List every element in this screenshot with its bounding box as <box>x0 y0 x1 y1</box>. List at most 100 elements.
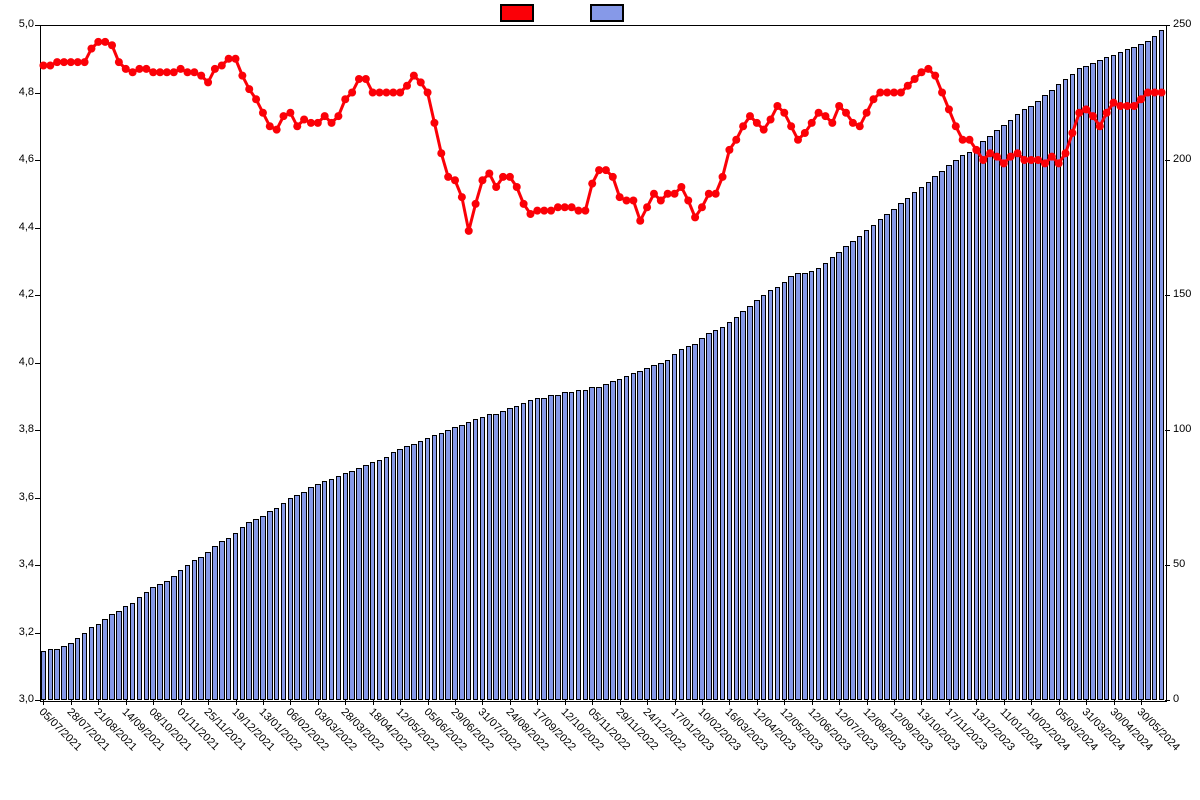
bar <box>487 414 492 700</box>
bar <box>116 611 121 700</box>
y-right-tick-label: 150 <box>1173 288 1200 300</box>
bar <box>1145 41 1150 700</box>
bar <box>589 387 594 700</box>
bar <box>699 338 704 700</box>
bar <box>672 354 677 700</box>
bar <box>1049 90 1054 700</box>
bar <box>720 327 725 700</box>
bar <box>1152 36 1157 700</box>
bar <box>1022 109 1027 700</box>
bar <box>795 273 800 700</box>
bar <box>253 519 258 700</box>
bar <box>171 576 176 700</box>
bar <box>1125 49 1130 700</box>
y-left-tick-label: 4,4 <box>4 221 34 233</box>
y-left-tick-label: 3,8 <box>4 423 34 435</box>
bar <box>507 408 512 700</box>
bar <box>54 649 59 700</box>
bar <box>445 430 450 700</box>
bar <box>418 441 423 700</box>
bar <box>974 147 979 701</box>
bar <box>96 624 101 700</box>
y-left-tick-label: 3,2 <box>4 626 34 638</box>
bar <box>391 452 396 700</box>
bar <box>233 533 238 700</box>
bar <box>192 560 197 700</box>
bar <box>1035 101 1040 700</box>
bar <box>1097 60 1102 700</box>
bar <box>555 395 560 700</box>
bar <box>82 633 87 701</box>
bar <box>713 330 718 700</box>
bar <box>308 487 313 700</box>
bar <box>219 541 224 700</box>
bar <box>830 257 835 700</box>
bar <box>178 570 183 700</box>
bar <box>212 546 217 700</box>
y-left-tick-label: 3,4 <box>4 558 34 570</box>
bar <box>267 511 272 700</box>
bar <box>157 584 162 700</box>
bar <box>1118 52 1123 700</box>
bar <box>336 476 341 700</box>
y-left-tick-label: 5,0 <box>4 18 34 30</box>
legend-swatch-bar <box>590 4 624 22</box>
bar <box>246 522 251 700</box>
bar <box>48 649 53 700</box>
bar <box>130 603 135 700</box>
bar <box>1104 57 1109 700</box>
bar <box>349 471 354 701</box>
bar <box>425 438 430 700</box>
bar <box>535 398 540 700</box>
bar <box>294 495 299 700</box>
bar <box>473 419 478 700</box>
bar <box>987 136 992 700</box>
bar <box>1028 106 1033 700</box>
bar <box>864 230 869 700</box>
bar <box>939 171 944 700</box>
bar <box>205 552 210 701</box>
bar <box>68 643 73 700</box>
y-left-tick-label: 3,6 <box>4 491 34 503</box>
bar <box>274 508 279 700</box>
bar <box>301 492 306 700</box>
bar <box>514 406 519 700</box>
bar <box>343 473 348 700</box>
bar <box>541 398 546 700</box>
bar <box>198 557 203 700</box>
y-right-tick-label: 250 <box>1173 18 1200 30</box>
bar <box>404 446 409 700</box>
bar <box>788 276 793 700</box>
y-left-tick-label: 4,0 <box>4 356 34 368</box>
bar <box>384 457 389 700</box>
bar <box>150 587 155 700</box>
bar <box>905 198 910 700</box>
bar <box>123 606 128 701</box>
bar <box>363 465 368 700</box>
bar <box>603 384 608 700</box>
bar <box>370 462 375 700</box>
bar <box>665 360 670 700</box>
y-right-tick-label: 50 <box>1173 558 1200 570</box>
bar <box>919 187 924 700</box>
bar <box>734 317 739 700</box>
bar <box>843 246 848 700</box>
bar <box>871 225 876 700</box>
bar <box>356 468 361 700</box>
bar <box>576 390 581 701</box>
bar <box>281 503 286 700</box>
bar <box>1070 74 1075 700</box>
bar <box>411 444 416 701</box>
bar <box>823 263 828 700</box>
legend-swatch-line <box>500 4 534 22</box>
bar <box>75 638 80 700</box>
y-left-tick-label: 3,0 <box>4 693 34 705</box>
bars-group <box>40 25 1165 700</box>
bar <box>1008 120 1013 701</box>
bar <box>41 651 46 700</box>
y-left-tick-label: 4,6 <box>4 153 34 165</box>
bar <box>809 271 814 700</box>
bar <box>706 333 711 700</box>
bar <box>740 311 745 700</box>
bar <box>562 392 567 700</box>
